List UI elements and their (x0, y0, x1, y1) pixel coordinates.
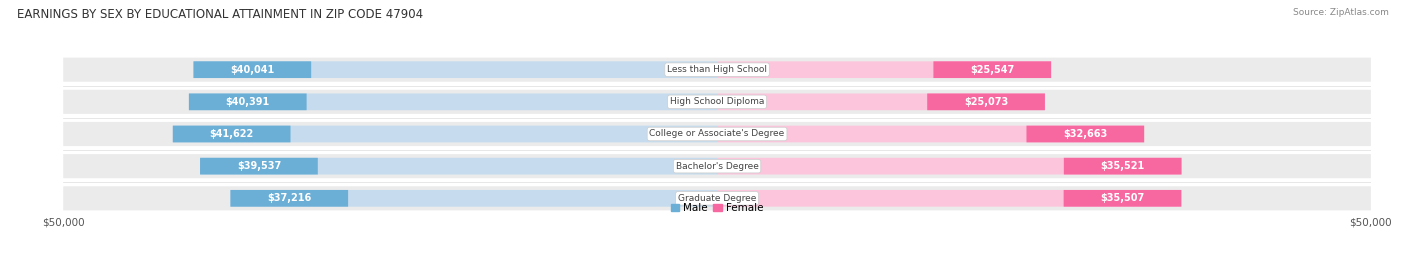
FancyBboxPatch shape (717, 61, 1052, 78)
FancyBboxPatch shape (63, 122, 1371, 146)
FancyBboxPatch shape (717, 126, 1144, 142)
Text: $25,547: $25,547 (970, 65, 1014, 75)
FancyBboxPatch shape (717, 94, 1045, 110)
FancyBboxPatch shape (717, 190, 1181, 207)
FancyBboxPatch shape (1064, 158, 1181, 174)
Text: $37,216: $37,216 (267, 193, 311, 203)
FancyBboxPatch shape (1026, 126, 1144, 142)
Text: $41,622: $41,622 (209, 129, 254, 139)
FancyBboxPatch shape (200, 158, 717, 174)
Text: Bachelor's Degree: Bachelor's Degree (676, 162, 758, 171)
FancyBboxPatch shape (63, 90, 1371, 114)
Text: $40,391: $40,391 (225, 97, 270, 107)
Text: $32,663: $32,663 (1063, 129, 1108, 139)
Text: $25,073: $25,073 (965, 97, 1008, 107)
FancyBboxPatch shape (1064, 190, 1181, 207)
Text: $35,521: $35,521 (1101, 161, 1144, 171)
FancyBboxPatch shape (173, 126, 717, 142)
FancyBboxPatch shape (194, 61, 311, 78)
Text: $40,041: $40,041 (231, 65, 274, 75)
FancyBboxPatch shape (63, 154, 1371, 178)
FancyBboxPatch shape (231, 190, 717, 207)
Text: Less than High School: Less than High School (666, 65, 768, 74)
Text: Source: ZipAtlas.com: Source: ZipAtlas.com (1294, 8, 1389, 17)
FancyBboxPatch shape (927, 94, 1045, 110)
FancyBboxPatch shape (200, 158, 318, 174)
FancyBboxPatch shape (717, 158, 1181, 174)
Text: College or Associate's Degree: College or Associate's Degree (650, 129, 785, 139)
Text: EARNINGS BY SEX BY EDUCATIONAL ATTAINMENT IN ZIP CODE 47904: EARNINGS BY SEX BY EDUCATIONAL ATTAINMEN… (17, 8, 423, 21)
Text: High School Diploma: High School Diploma (669, 97, 765, 106)
FancyBboxPatch shape (63, 186, 1371, 210)
FancyBboxPatch shape (934, 61, 1052, 78)
FancyBboxPatch shape (173, 126, 291, 142)
FancyBboxPatch shape (63, 58, 1371, 82)
Legend: Male, Female: Male, Female (666, 199, 768, 217)
FancyBboxPatch shape (188, 94, 717, 110)
Text: $39,537: $39,537 (236, 161, 281, 171)
FancyBboxPatch shape (194, 61, 717, 78)
Text: $35,507: $35,507 (1101, 193, 1144, 203)
FancyBboxPatch shape (231, 190, 349, 207)
FancyBboxPatch shape (188, 94, 307, 110)
Text: Graduate Degree: Graduate Degree (678, 194, 756, 203)
